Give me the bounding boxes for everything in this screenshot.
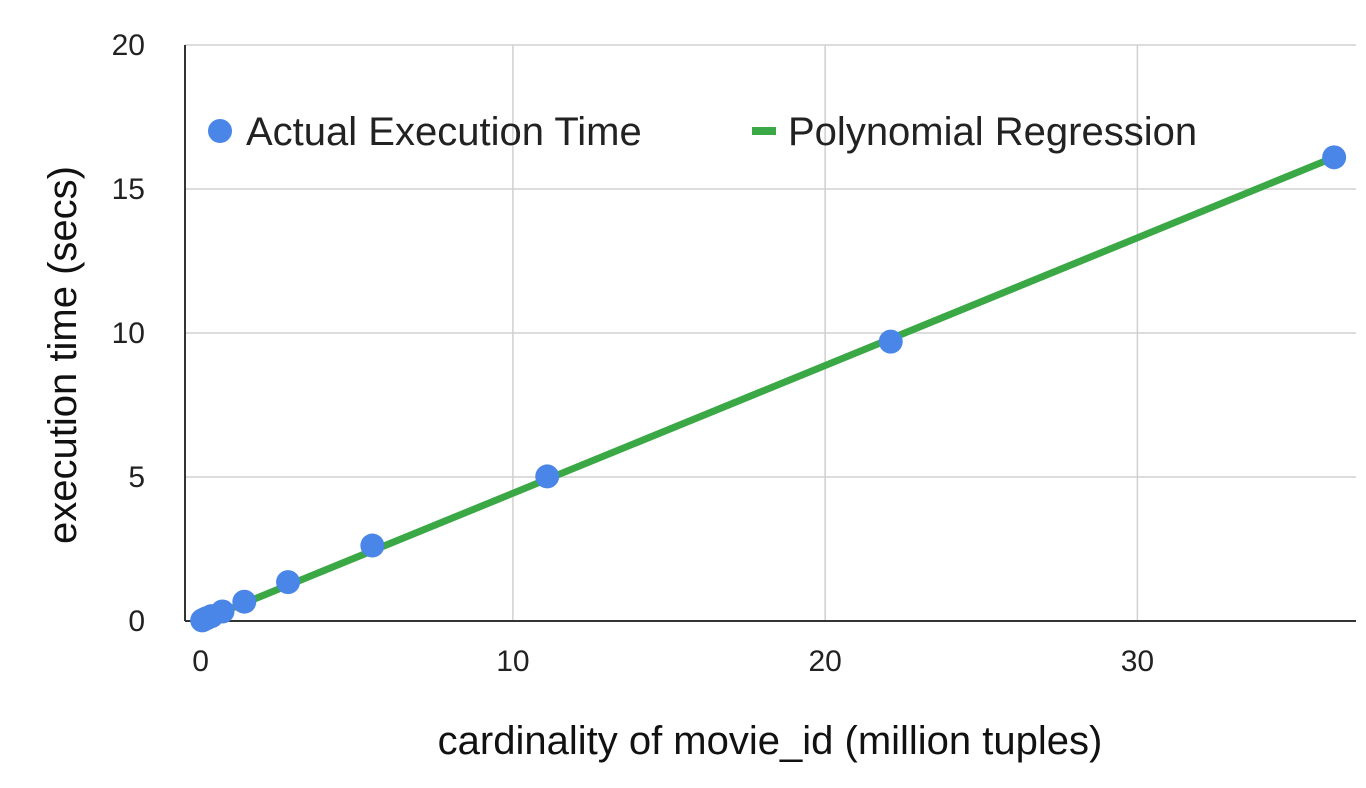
x-tick-label-30: 30 [1121,645,1154,678]
x-tick-label-10: 10 [496,645,529,678]
data-point-9 [878,329,903,354]
y-tick-label-10: 10 [112,317,145,350]
legend: Actual Execution Time Polynomial Regress… [208,110,1197,154]
y-tick-label-0: 0 [128,605,145,638]
data-point-6 [276,570,301,595]
x-axis-title: cardinality of movie_id (million tuples) [438,719,1103,763]
legend-marker-actual-execution-time [208,119,232,143]
data-point-5 [232,589,257,614]
axes [184,45,1356,622]
legend-label-actual-execution-time: Actual Execution Time [246,110,642,154]
y-tick-label-5: 5 [128,461,145,494]
plot-series [190,145,1347,633]
grid [185,44,1356,621]
x-tick-label-0: 0 [192,645,209,678]
data-point-10 [1322,145,1347,170]
y-axis-title: execution time (secs) [41,166,85,544]
data-point-8 [535,464,560,489]
legend-marker-polynomial-regression [752,127,776,135]
legend-label-polynomial-regression: Polynomial Regression [788,110,1197,154]
y-tick-label-20: 20 [112,29,145,62]
data-point-4 [210,599,235,624]
tick-labels: 0 5 10 15 20 0 10 20 30 [112,29,1154,678]
y-tick-label-15: 15 [112,173,145,206]
data-point-7 [360,533,385,558]
x-tick-label-20: 20 [808,645,841,678]
regression-line [199,154,1336,625]
